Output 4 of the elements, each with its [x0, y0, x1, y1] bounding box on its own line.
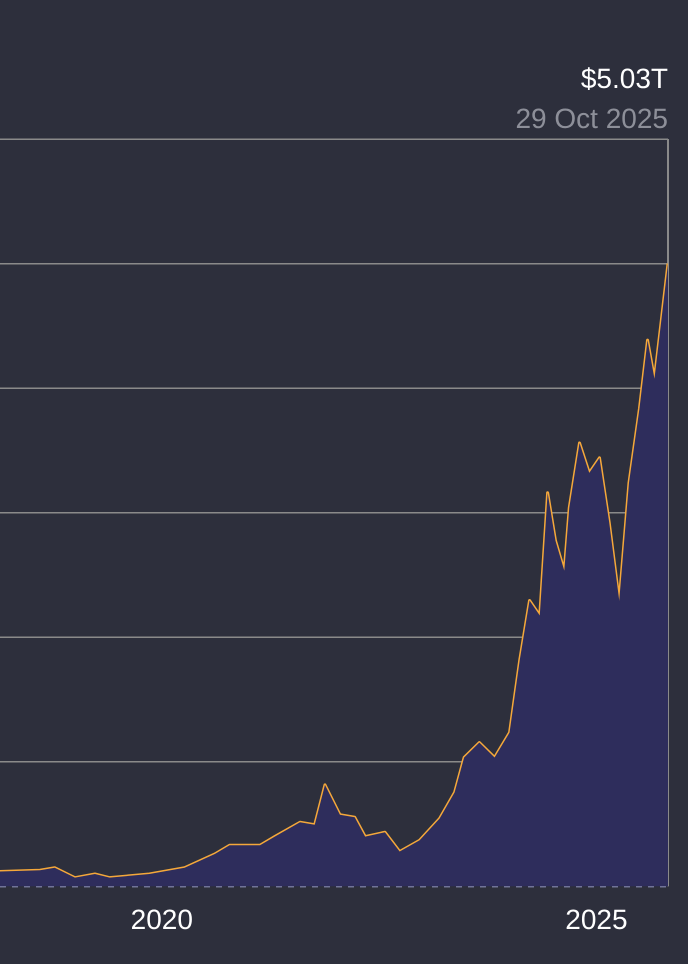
text: $5.03T [580, 63, 668, 94]
x-tick-label: 2025 [565, 904, 628, 935]
text: 29 Oct 2025 [515, 103, 668, 134]
x-tick-label: 2020 [130, 904, 193, 935]
